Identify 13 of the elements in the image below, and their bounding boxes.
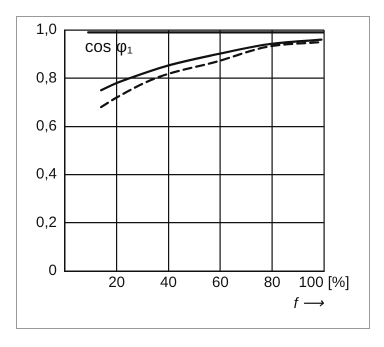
y-tick-label: 1,0 (36, 21, 57, 38)
x-tick-label: 60 (212, 274, 229, 292)
y-tick-label: 0 (48, 262, 57, 280)
y-tick-label: 0,8 (36, 69, 57, 86)
y-tick-label: 0,4 (36, 166, 57, 183)
x-axis-title: f ⟶ (294, 295, 325, 312)
y-tick-label: 0,6 (36, 118, 57, 135)
x-tick-label: 40 (160, 274, 177, 292)
x-tick-label: 100 [%] (298, 274, 350, 292)
x-tick-label: 80 (264, 274, 281, 292)
annotation: cos φ₁ (84, 37, 134, 56)
x-tick-label: 20 (108, 274, 126, 292)
y-tick-label: 0,2 (36, 214, 57, 231)
